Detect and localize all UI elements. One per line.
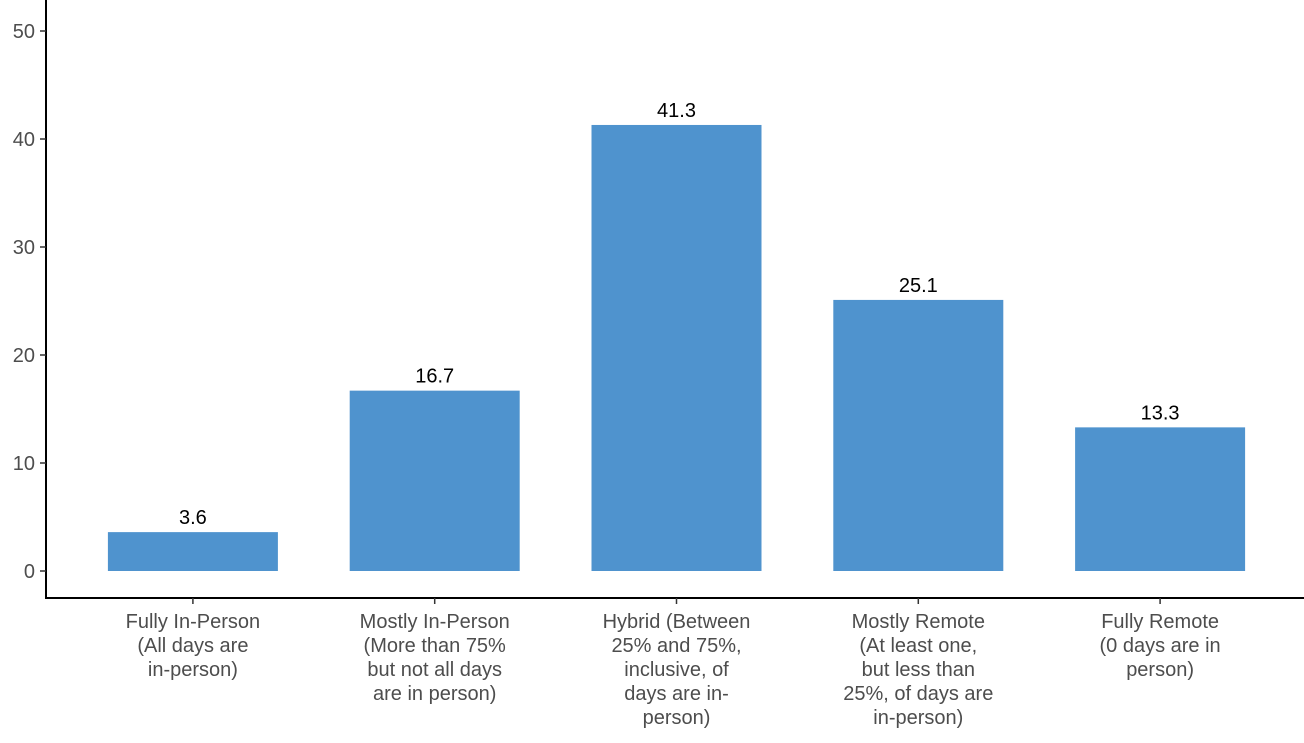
x-tick-label-line: but not all days [367,659,502,681]
category-labels-group: Fully In-Person (All days are in-person)Mo… [126,611,1221,729]
data-label: 25.1 [899,275,938,297]
y-tick-label: 50 [13,21,35,43]
x-tick-label-line: (0 days are in [1100,635,1221,657]
x-tick-label: Fully Remote (0 days are in person) [1100,611,1221,681]
y-tick-label: 30 [13,237,35,259]
x-tick-label-line: Mostly Remote [852,611,985,633]
x-tick-label-line: person) [1126,659,1194,681]
x-tick-label-line: but less than [862,659,975,681]
x-axis [45,597,1304,604]
data-label: 13.3 [1141,402,1180,424]
x-tick-label-line: (At least one, [859,635,977,657]
y-tick-label: 40 [13,129,35,151]
bar [833,299,1004,571]
x-tick-label-line: person) [643,707,711,729]
value-labels-group: 3.6 16.7 41.3 25.1 13.3 [179,100,1180,529]
x-tick-label-line: (More than 75% [364,635,507,657]
x-tick-label: Mostly Remote (At least one, but less than… [843,611,993,729]
data-label: 16.7 [415,366,454,388]
data-label: 41.3 [657,100,696,122]
bar [1075,427,1246,571]
x-tick-label: Hybrid (Between 25% and 75%, inclusive, of… [603,611,751,729]
x-tick-label-line: inclusive, of [624,659,729,681]
x-tick-label-line: days are in- [624,683,729,705]
y-axis: 0 10 20 30 40 50 [13,0,47,599]
x-tick-label-line: (All days are [137,635,248,657]
bars-group [107,124,1246,572]
bar [591,124,762,572]
x-tick-label-line: 25% and 75%, [611,635,741,657]
x-tick-label-line: Fully In-Person [126,611,261,633]
data-label: 3.6 [179,507,207,529]
bar [107,532,278,571]
x-tick-label-line: Hybrid (Between [603,611,751,633]
x-tick-label-line: Fully Remote [1101,611,1219,633]
y-tick-label: 0 [24,561,35,583]
y-tick-label: 10 [13,453,35,475]
x-tick-label-line: are in person) [373,683,496,705]
x-tick-label: Fully In-Person (All days are in-person) [126,611,261,681]
y-tick-label: 20 [13,345,35,367]
x-tick-label-line: 25%, of days are [843,683,993,705]
x-tick-label-line: in-person) [873,707,963,729]
x-tick-label: Mostly In-Person (More than 75% but not al… [360,611,510,705]
bar [349,390,520,571]
x-tick-label-line: in-person) [148,659,238,681]
x-tick-label-line: Mostly In-Person [360,611,510,633]
